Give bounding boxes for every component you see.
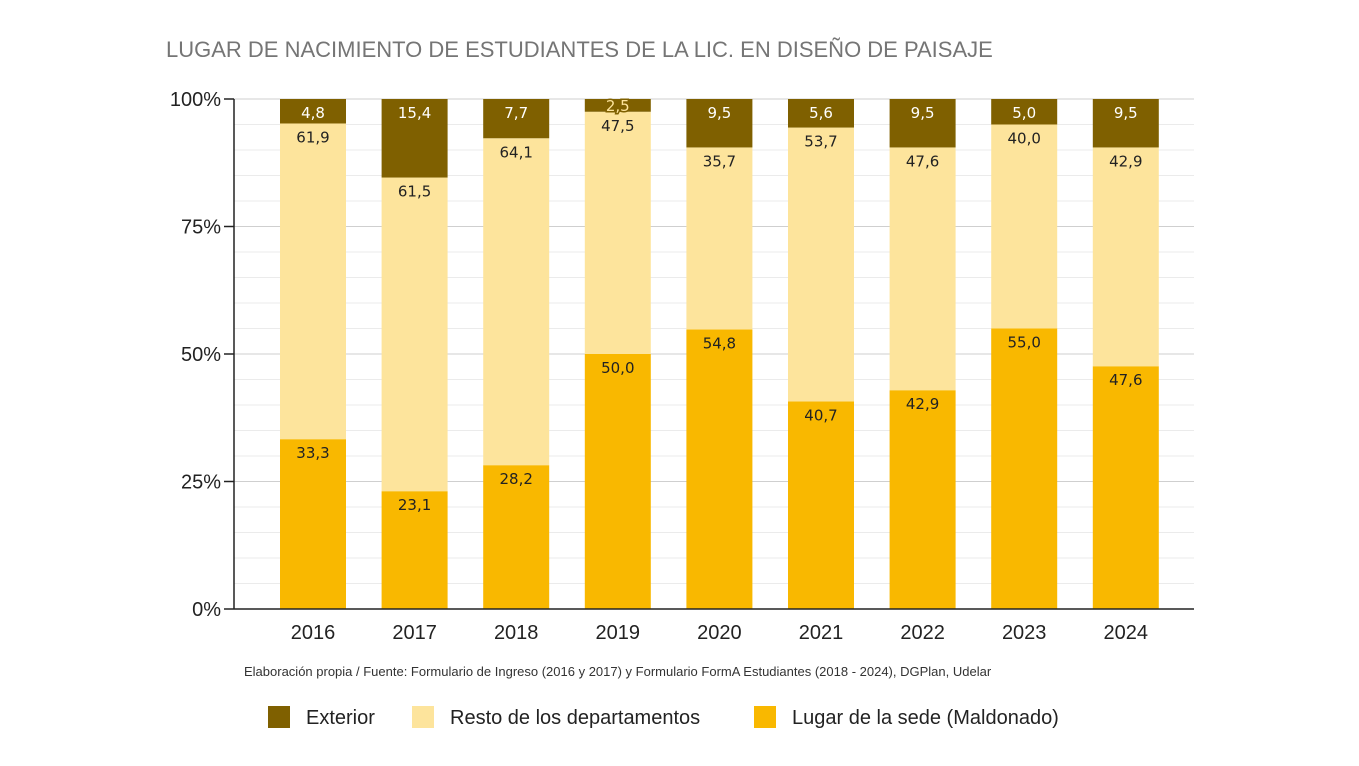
data-label: 9,5 [1114, 104, 1138, 122]
data-label: 40,0 [1007, 130, 1040, 148]
bar-segment [991, 124, 1058, 329]
x-tick-label: 2020 [697, 622, 742, 644]
data-label: 2,5 [606, 97, 630, 115]
bar-segment [686, 329, 753, 609]
bar-segment [483, 99, 550, 139]
bar-segment [381, 491, 448, 609]
x-tick-label: 2018 [494, 622, 539, 644]
bar-segment [584, 354, 651, 609]
data-label: 42,9 [1109, 152, 1142, 170]
bar-segment [1092, 366, 1159, 609]
data-label: 64,1 [499, 143, 532, 161]
data-label: 53,7 [804, 133, 837, 151]
x-tick-label: 2016 [291, 622, 336, 644]
bar-segment [788, 401, 854, 609]
bar-segment [1092, 147, 1159, 367]
data-label: 42,9 [906, 395, 939, 413]
bar-segment [483, 465, 550, 609]
x-axis-ticks: 2016 2017 2018 2019 2020 2021 2022 2023 2024 [291, 622, 1148, 644]
y-tick-label: 50% [181, 344, 221, 366]
x-tick-label: 2019 [596, 622, 641, 644]
bar-segment [1092, 99, 1159, 148]
x-tick-label: 2023 [1002, 622, 1047, 644]
bar-segment [584, 111, 651, 354]
bar-segment [280, 439, 346, 609]
y-axis-ticks: 0% 25% 50% 75% 100% [170, 89, 234, 621]
data-label: 9,5 [911, 104, 935, 122]
legend-swatch [754, 706, 776, 728]
x-tick-label: 2022 [900, 622, 945, 644]
bar-segment [889, 99, 956, 148]
data-label: 50,0 [601, 359, 634, 377]
bar-segment [991, 99, 1058, 125]
legend-label: Resto de los departamentos [450, 707, 700, 729]
data-label: 7,7 [504, 104, 528, 122]
data-label: 5,0 [1012, 104, 1036, 122]
source-note: Elaboración propia / Fuente: Formulario … [244, 664, 992, 679]
bar-segment [991, 328, 1058, 609]
data-label: 61,9 [296, 128, 329, 146]
y-tick-label: 0% [192, 599, 221, 621]
bar-segment [686, 99, 753, 148]
data-label: 40,7 [804, 406, 837, 424]
data-label: 33,3 [296, 444, 329, 462]
data-label: 35,7 [703, 152, 736, 170]
bar-segment [280, 99, 346, 124]
bar-segment [788, 127, 854, 402]
data-label: 23,1 [398, 496, 431, 514]
data-label: 5,6 [809, 104, 833, 122]
legend-swatch [412, 706, 434, 728]
data-label: 15,4 [398, 104, 431, 122]
chart-title: LUGAR DE NACIMIENTO DE ESTUDIANTES DE LA… [166, 37, 993, 62]
bar-segment [280, 123, 346, 440]
bar-segment [381, 177, 448, 492]
legend-swatch [268, 706, 290, 728]
bar-segment [788, 99, 854, 128]
data-label: 47,6 [1109, 371, 1142, 389]
x-tick-label: 2024 [1104, 622, 1149, 644]
legend-label: Exterior [306, 707, 375, 729]
bar-segment [381, 99, 448, 178]
data-label: 61,5 [398, 183, 431, 201]
y-tick-label: 100% [170, 89, 221, 111]
data-label: 28,2 [499, 470, 532, 488]
bars: 33,3 61,9 4,8 23,1 61,5 15,4 28,2 64,1 7,7 50,0 47… [280, 96, 1159, 609]
x-tick-label: 2021 [799, 622, 844, 644]
data-label: 47,5 [601, 117, 634, 135]
bar-segment [686, 147, 753, 330]
data-label: 9,5 [707, 104, 731, 122]
y-tick-label: 75% [181, 217, 221, 239]
bar-segment [483, 138, 550, 466]
x-tick-label: 2017 [392, 622, 437, 644]
legend-label: Lugar de la sede (Maldonado) [792, 707, 1059, 729]
bar-segment [584, 99, 651, 112]
legend: Exterior Resto de los departamentos Lugar … [268, 706, 1059, 729]
bar-segment [889, 390, 956, 609]
bar-segment [889, 147, 956, 391]
y-tick-label: 25% [181, 472, 221, 494]
data-label: 54,8 [703, 335, 736, 353]
data-label: 47,6 [906, 152, 939, 170]
data-label: 4,8 [301, 104, 325, 122]
data-label: 55,0 [1007, 334, 1040, 352]
